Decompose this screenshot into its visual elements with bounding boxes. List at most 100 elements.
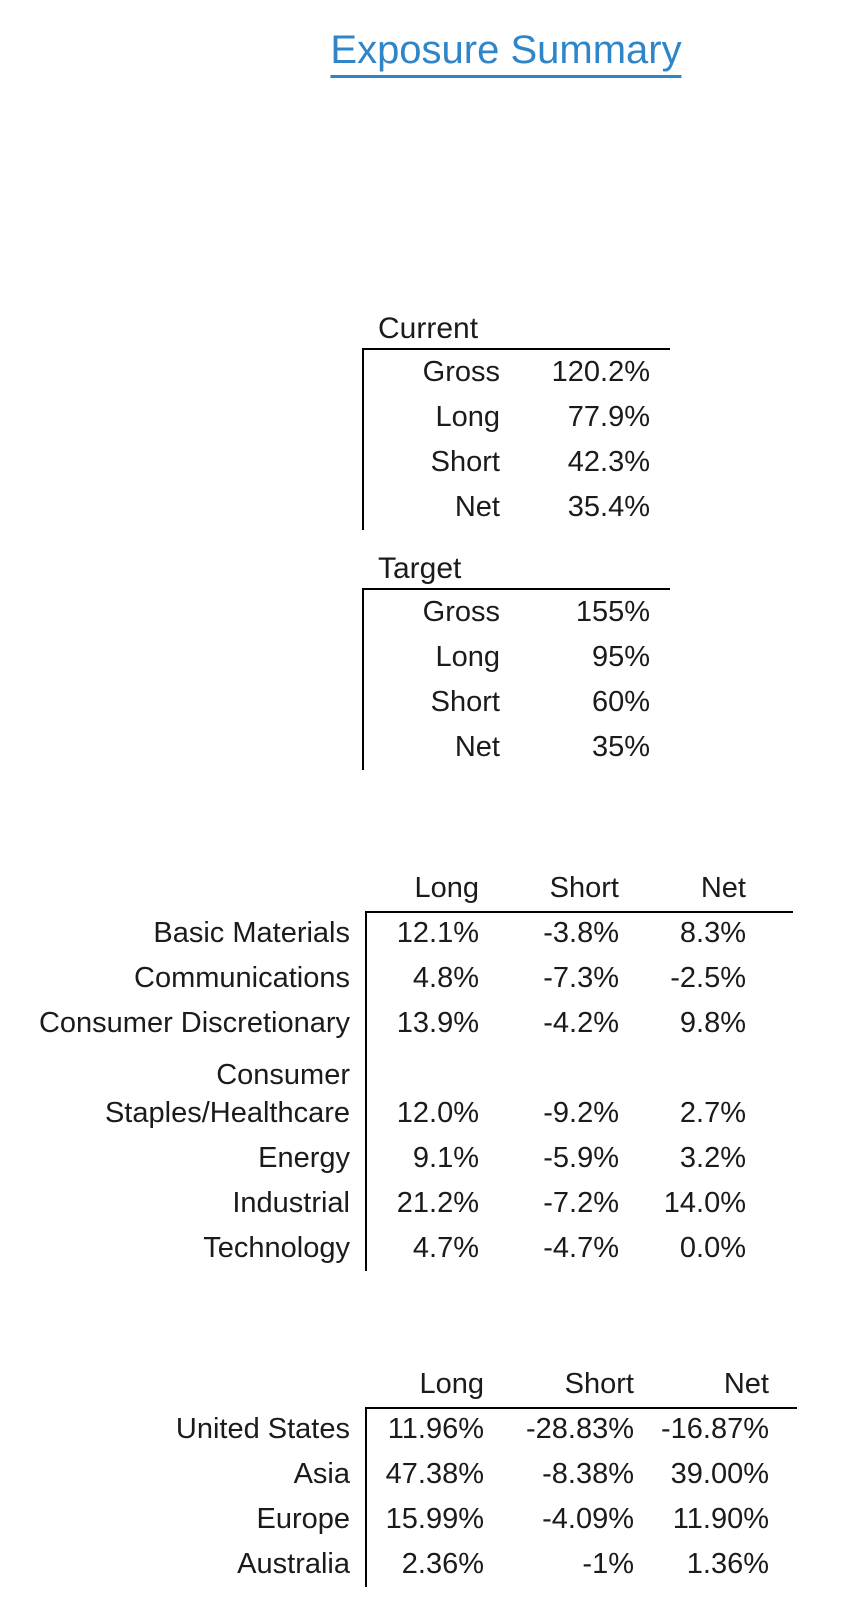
region-table-header: Long Short Net bbox=[0, 1362, 797, 1407]
cell-short: -8.38% bbox=[542, 1458, 634, 1490]
row-label-line1: Consumer bbox=[216, 1059, 350, 1091]
table-border-top bbox=[365, 1407, 797, 1409]
row-label: Long bbox=[435, 401, 500, 433]
table-row: Europe 15.99% -4.09% 11.90% bbox=[0, 1497, 797, 1542]
row-value: 42.3% bbox=[567, 446, 650, 478]
table-row: Long 95% bbox=[364, 635, 670, 680]
table-row: Industrial 21.2% -7.2% 14.0% bbox=[0, 1181, 793, 1226]
table-row: Net 35.4% bbox=[364, 485, 670, 530]
sector-table-header: Long Short Net bbox=[0, 866, 793, 911]
cell-short: -9.2% bbox=[543, 1097, 619, 1129]
cell-long: 13.9% bbox=[396, 1007, 479, 1039]
column-header-long: Long bbox=[419, 1368, 484, 1400]
cell-short: -3.8% bbox=[543, 917, 619, 949]
cell-long: 21.2% bbox=[396, 1187, 479, 1219]
target-table-body: Gross 155% Long 95% Short 60% Net 35% bbox=[362, 588, 670, 770]
table-row: Gross 120.2% bbox=[364, 350, 670, 395]
target-table-title: Target bbox=[378, 552, 462, 585]
cell-net: 2.7% bbox=[679, 1097, 746, 1129]
cell-short: -5.9% bbox=[543, 1142, 619, 1174]
header-spacer bbox=[0, 866, 350, 911]
row-value: 60% bbox=[591, 686, 650, 718]
row-label: Energy bbox=[258, 1142, 350, 1174]
row-value: 77.9% bbox=[567, 401, 650, 433]
column-header-short: Short bbox=[549, 872, 619, 904]
cell-long: 2.36% bbox=[401, 1548, 484, 1580]
table-row: Energy 9.1% -5.9% 3.2% bbox=[0, 1136, 793, 1181]
cell-short: -1% bbox=[582, 1548, 634, 1580]
current-table-title: Current bbox=[378, 312, 479, 345]
current-exposure-table: Current Gross 120.2% Long 77.9% Short 42… bbox=[362, 310, 670, 530]
cell-net: 9.8% bbox=[679, 1007, 746, 1039]
cell-long: 11.96% bbox=[387, 1413, 484, 1445]
table-border-top bbox=[365, 911, 793, 913]
cell-long: 12.1% bbox=[396, 917, 479, 949]
current-table-body: Gross 120.2% Long 77.9% Short 42.3% Net … bbox=[362, 348, 670, 530]
cell-long: 4.8% bbox=[412, 962, 479, 994]
cell-long: 47.38% bbox=[385, 1458, 484, 1490]
cell-short: -4.09% bbox=[542, 1503, 634, 1535]
column-header-long: Long bbox=[414, 872, 479, 904]
cell-net: 0.0% bbox=[679, 1232, 746, 1264]
cell-net: 1.36% bbox=[686, 1548, 769, 1580]
row-value: 120.2% bbox=[551, 356, 650, 388]
table-row: Net 35% bbox=[364, 725, 670, 770]
cell-long: 12.0% bbox=[396, 1097, 479, 1129]
table-row: Communications 4.8% -7.3% -2.5% bbox=[0, 956, 793, 1001]
row-label: United States bbox=[175, 1413, 350, 1445]
row-label: Gross bbox=[422, 356, 500, 388]
table-row: Gross 155% bbox=[364, 590, 670, 635]
cell-long: 4.7% bbox=[412, 1232, 479, 1264]
row-value: 95% bbox=[591, 641, 650, 673]
row-label: Net bbox=[454, 491, 500, 523]
cell-long: 9.1% bbox=[412, 1142, 479, 1174]
row-value: 35% bbox=[591, 731, 650, 763]
page-title-link[interactable]: Exposure Summary bbox=[330, 28, 682, 78]
cell-net: 14.0% bbox=[663, 1187, 746, 1219]
cell-net: 3.2% bbox=[679, 1142, 746, 1174]
cell-long: 15.99% bbox=[385, 1503, 484, 1535]
column-header-net: Net bbox=[700, 872, 746, 904]
header-spacer bbox=[0, 1362, 350, 1407]
row-label: Industrial bbox=[232, 1187, 350, 1219]
row-label: Asia bbox=[293, 1458, 350, 1490]
row-label: Consumer Staples/Healthcare bbox=[0, 1056, 350, 1136]
row-value: 155% bbox=[575, 596, 650, 628]
table-row: Basic Materials 12.1% -3.8% 8.3% bbox=[0, 911, 793, 956]
cell-net: 39.00% bbox=[670, 1458, 769, 1490]
table-row: Asia 47.38% -8.38% 39.00% bbox=[0, 1452, 797, 1497]
sector-exposure-table: Long Short Net Basic Materials 12.1% -3.… bbox=[0, 866, 793, 1271]
cell-short: -4.7% bbox=[543, 1232, 619, 1264]
row-label: Europe bbox=[256, 1503, 350, 1535]
cell-short: -28.83% bbox=[525, 1413, 634, 1445]
cell-short: -7.2% bbox=[543, 1187, 619, 1219]
cell-net: -16.87% bbox=[660, 1413, 769, 1445]
row-label: Short bbox=[430, 446, 500, 478]
column-header-short: Short bbox=[564, 1368, 634, 1400]
table-row: Short 42.3% bbox=[364, 440, 670, 485]
row-label-line2: Staples/Healthcare bbox=[104, 1097, 350, 1129]
table-row: United States 11.96% -28.83% -16.87% bbox=[0, 1407, 797, 1452]
cell-short: -4.2% bbox=[543, 1007, 619, 1039]
row-label: Australia bbox=[237, 1548, 350, 1580]
region-exposure-table: Long Short Net United States 11.96% -28.… bbox=[0, 1362, 797, 1587]
cell-net: 8.3% bbox=[679, 917, 746, 949]
table-row: Consumer Discretionary 13.9% -4.2% 9.8% bbox=[0, 1001, 793, 1046]
cell-net: 11.90% bbox=[672, 1503, 769, 1535]
row-label: Long bbox=[435, 641, 500, 673]
cell-short: -7.3% bbox=[543, 962, 619, 994]
row-label: Basic Materials bbox=[153, 917, 350, 949]
row-label: Technology bbox=[203, 1232, 350, 1264]
row-label: Gross bbox=[422, 596, 500, 628]
table-row: Long 77.9% bbox=[364, 395, 670, 440]
row-label: Net bbox=[454, 731, 500, 763]
table-row: Technology 4.7% -4.7% 0.0% bbox=[0, 1226, 793, 1271]
table-border-left bbox=[365, 1407, 367, 1587]
row-label: Consumer Discretionary bbox=[38, 1007, 350, 1039]
table-row: Short 60% bbox=[364, 680, 670, 725]
table-border-left bbox=[365, 911, 367, 1271]
row-label: Short bbox=[430, 686, 500, 718]
row-label: Communications bbox=[134, 962, 350, 994]
table-row: Consumer Staples/Healthcare 12.0% -9.2% … bbox=[0, 1046, 793, 1136]
